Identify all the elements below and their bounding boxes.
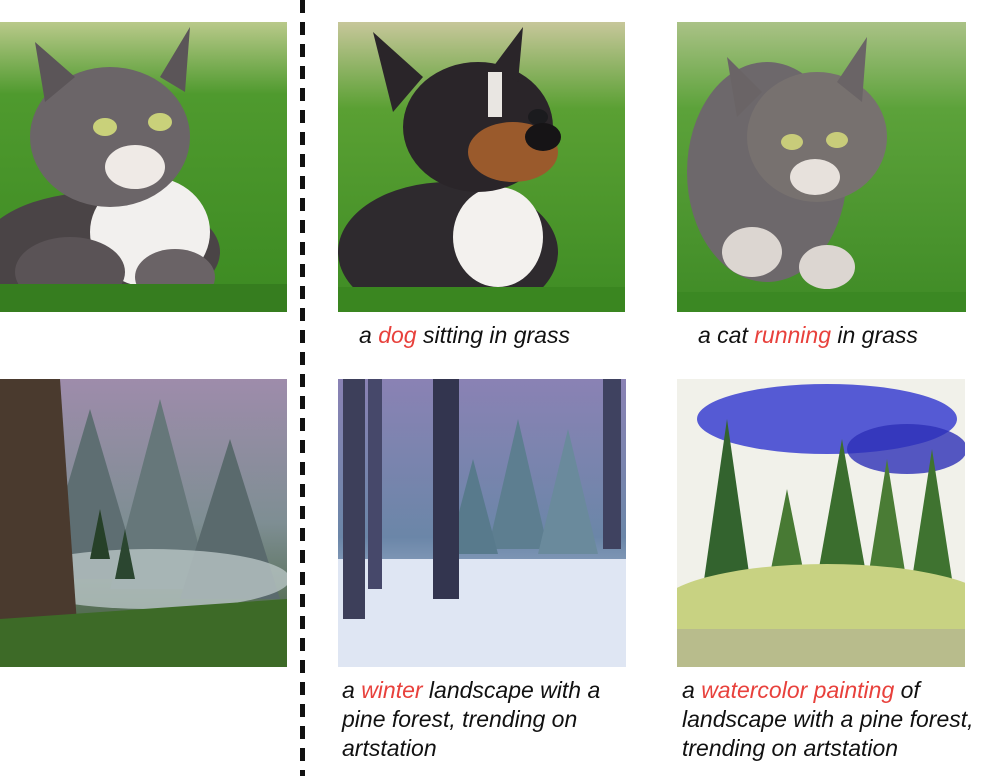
caption-winter-highlight: winter	[361, 677, 423, 703]
caption-watercolor-pre: a	[682, 677, 702, 703]
caption-running: a cat running in grass	[698, 321, 998, 350]
caption-running-post: in grass	[831, 322, 918, 348]
dashed-divider	[300, 0, 305, 776]
source-cat-image	[0, 22, 287, 312]
edited-dog-image	[338, 22, 625, 312]
caption-winter: a winter landscape with a pine forest, t…	[342, 676, 642, 763]
caption-dog-highlight: dog	[378, 322, 417, 348]
source-landscape-image	[0, 379, 287, 667]
caption-winter-pre: a	[342, 677, 362, 703]
caption-watercolor-post: of landscape with a pine forest, trendin…	[682, 677, 974, 761]
caption-dog-pre: a	[359, 322, 379, 348]
edited-watercolor-image	[677, 379, 965, 667]
edited-winter-image	[338, 379, 626, 667]
caption-running-pre: a cat	[698, 322, 755, 348]
caption-watercolor-highlight: watercolor painting	[701, 677, 895, 703]
edited-cat-running-image	[677, 22, 966, 312]
caption-dog: a dog sitting in grass	[359, 321, 659, 350]
caption-watercolor: a watercolor painting of landscape with …	[682, 676, 1000, 763]
caption-dog-post: sitting in grass	[416, 322, 570, 348]
caption-running-highlight: running	[754, 322, 831, 348]
caption-winter-post: landscape with a pine forest, trending o…	[342, 677, 601, 761]
